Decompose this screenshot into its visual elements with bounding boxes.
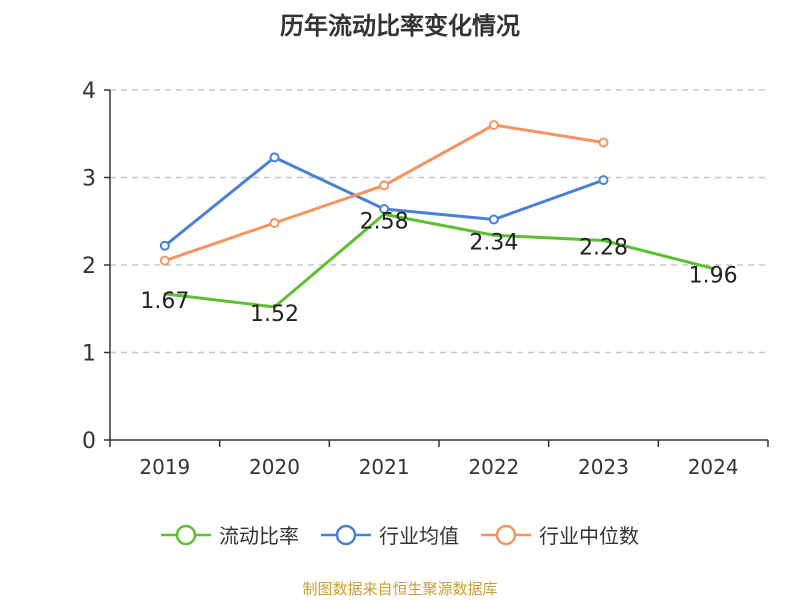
x-tick-label: 2021 bbox=[359, 455, 410, 479]
y-tick-label: 3 bbox=[82, 167, 96, 192]
x-tick-label: 2023 bbox=[578, 455, 629, 479]
legend-swatch-circle bbox=[495, 524, 517, 545]
legend-swatch bbox=[161, 524, 211, 545]
x-tick-label: 2022 bbox=[468, 455, 519, 479]
x-tick-label: 2024 bbox=[688, 455, 739, 479]
series-point bbox=[269, 218, 280, 228]
y-tick-label: 1 bbox=[82, 342, 96, 367]
data-label: 2.28 bbox=[579, 236, 628, 261]
y-tick-label: 0 bbox=[82, 429, 96, 454]
legend-swatch-circle bbox=[335, 524, 357, 545]
grid-lines bbox=[110, 89, 768, 354]
legend-swatch bbox=[481, 524, 531, 545]
data-labels: 1.67 1.52 2.58 2.34 2.28 1.96 bbox=[140, 209, 737, 327]
legend-item[interactable]: 行业中位数 bbox=[481, 520, 639, 549]
data-label: 2.34 bbox=[469, 230, 518, 255]
series-line-0 bbox=[163, 212, 715, 309]
chart-title: 历年流动比率变化情况 bbox=[280, 12, 520, 40]
series-point bbox=[379, 180, 390, 191]
source-note: 制图数据来自恒生聚源数据库 bbox=[302, 580, 498, 598]
series-point bbox=[159, 240, 170, 251]
data-label: 1.96 bbox=[689, 264, 738, 289]
series-point bbox=[269, 152, 280, 163]
data-label: 1.67 bbox=[140, 289, 189, 314]
axes: 0 1 2 3 4 2019 2020 2021 2022 2023 2024 bbox=[82, 79, 769, 479]
series-layer bbox=[159, 120, 715, 309]
legend-swatch-circle bbox=[175, 524, 197, 545]
y-tick-label: 4 bbox=[82, 79, 96, 104]
series-point bbox=[598, 137, 609, 148]
legend-label: 行业中位数 bbox=[539, 524, 639, 548]
x-tick-label: 2020 bbox=[249, 455, 300, 479]
series-point bbox=[159, 255, 170, 266]
series-point bbox=[598, 175, 609, 186]
legend-label: 行业均值 bbox=[379, 524, 459, 548]
legend-label: 流动比率 bbox=[219, 524, 299, 548]
x-tick-label: 2019 bbox=[139, 455, 190, 479]
data-label: 1.52 bbox=[250, 302, 299, 327]
y-tick-label: 2 bbox=[82, 254, 96, 279]
legend-swatch bbox=[321, 524, 371, 545]
data-label: 2.58 bbox=[360, 209, 409, 234]
legend: 流动比率 行业均值 行业中位数 bbox=[0, 520, 800, 549]
series-point bbox=[488, 214, 499, 225]
legend-item[interactable]: 行业均值 bbox=[321, 520, 459, 549]
series-point bbox=[488, 120, 499, 130]
legend-item[interactable]: 流动比率 bbox=[161, 520, 299, 549]
